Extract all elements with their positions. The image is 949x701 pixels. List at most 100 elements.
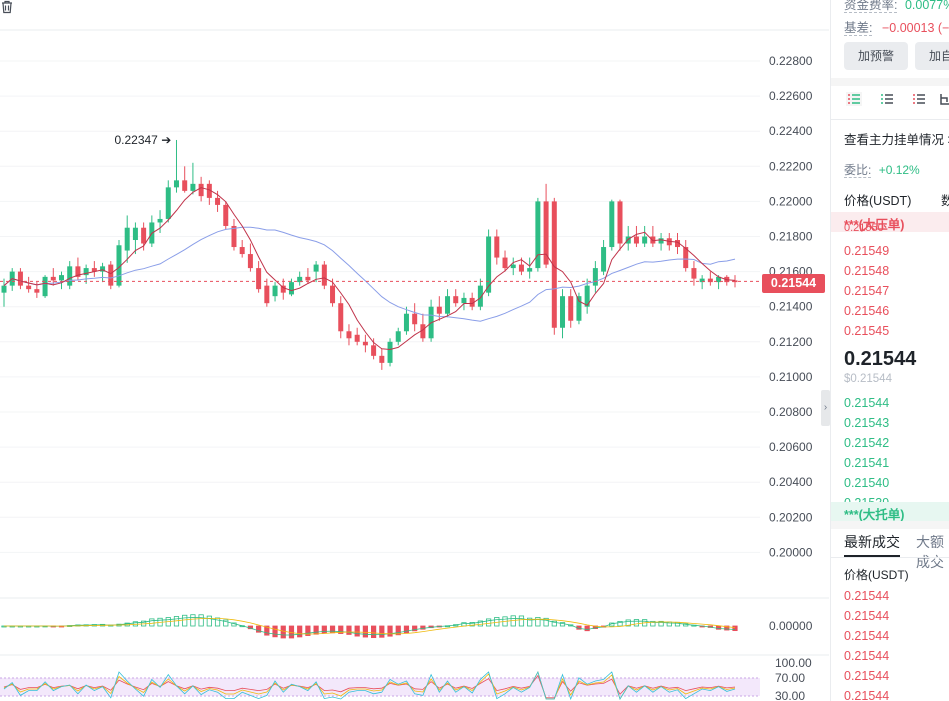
candle-body xyxy=(231,225,237,248)
bid-row[interactable]: 0.21539 xyxy=(844,496,890,504)
y-tick-label: 0.22200 xyxy=(769,159,813,173)
candle-body xyxy=(321,264,327,286)
rsi-line-2 xyxy=(3,670,736,700)
orderbook-asks-icon[interactable] xyxy=(911,92,927,106)
candle-body xyxy=(601,247,607,272)
price-header: 价格(USDT) xyxy=(844,194,912,208)
funding-rate-value: 0.0077% xyxy=(904,0,949,12)
y-tick-label: 0.22600 xyxy=(769,89,813,103)
chart-area[interactable]: 0.22800 0.22600 0.22400 0.22200 0.22000 0.218… xyxy=(0,0,830,701)
chevron-right-icon: › xyxy=(823,402,828,413)
rsi-tick-label: 100.00 xyxy=(775,656,812,670)
candle-body xyxy=(658,238,664,244)
trade-row: 0.21544 xyxy=(844,629,890,643)
candle-body xyxy=(165,187,171,219)
ask-row[interactable]: 0.21545 xyxy=(844,324,890,338)
macd-bar xyxy=(379,625,385,638)
bid-big-label: ***(大托单) xyxy=(844,508,905,522)
candle-body xyxy=(206,183,212,198)
candle-body xyxy=(108,264,114,286)
macd-bar xyxy=(412,625,418,632)
ask-depth-bar xyxy=(831,212,949,232)
macd-bar xyxy=(477,620,483,627)
candle-body xyxy=(543,201,549,265)
candle-body xyxy=(215,197,221,205)
orderbook-both-icon[interactable] xyxy=(846,92,862,106)
tab-underline xyxy=(844,555,900,557)
qty-header: 数量 xyxy=(941,190,949,209)
macd-bar xyxy=(387,625,393,637)
macd-bar xyxy=(650,620,656,627)
macd-bar xyxy=(535,616,541,627)
candle-body xyxy=(403,313,409,332)
macd-bar xyxy=(625,619,631,627)
candle-body xyxy=(247,254,253,269)
trash-icon[interactable] xyxy=(0,0,14,14)
candle-body xyxy=(116,245,122,286)
macd-bar xyxy=(297,625,303,638)
ask-row[interactable]: 0.21548 xyxy=(844,264,890,278)
macd-bar xyxy=(395,625,401,636)
bid-row[interactable]: 0.21543 xyxy=(844,416,890,430)
rsi-band xyxy=(0,678,760,696)
candle-body xyxy=(75,266,81,277)
whale-orders-link[interactable]: 查看主力挂单情况 > xyxy=(844,129,949,148)
macd-tick-label: 0.00000 xyxy=(769,619,813,633)
candle-body xyxy=(592,268,598,286)
add-favorite-button[interactable]: 加自选 xyxy=(915,42,949,70)
ask-row[interactable]: 0.21546 xyxy=(844,304,890,318)
candle-body xyxy=(141,227,147,244)
macd-bar xyxy=(354,625,360,637)
bid-row[interactable]: 0.21540 xyxy=(844,476,890,490)
bid-depth-bar xyxy=(831,502,949,522)
funding-rate-label: 资金费率: xyxy=(844,0,898,13)
bid-row[interactable]: 0.21542 xyxy=(844,436,890,450)
whale-orders-text: 查看主力挂单情况 xyxy=(844,133,945,147)
y-tick-label: 0.21000 xyxy=(769,370,813,384)
macd-bar xyxy=(313,625,319,635)
candle-body xyxy=(50,276,56,281)
macd-bar xyxy=(206,615,212,627)
candle-body xyxy=(568,296,574,321)
macd-bar xyxy=(485,618,492,627)
current-price-tag: 0.21544 xyxy=(762,274,825,293)
orderbook-bids-icon[interactable] xyxy=(879,92,895,106)
macd-bar xyxy=(223,619,229,627)
candle-body xyxy=(17,271,23,286)
bid-row[interactable]: 0.21544 xyxy=(844,396,890,410)
candle-body xyxy=(239,247,245,255)
collapse-panel-button[interactable]: › xyxy=(821,390,830,426)
candle-body xyxy=(26,285,32,290)
tab-latest-trades[interactable]: 最新成交 xyxy=(844,534,900,550)
ask-row[interactable]: 0.21550 xyxy=(844,222,884,231)
ask-row[interactable]: 0.21547 xyxy=(844,284,890,298)
orderbook-depth-icon[interactable] xyxy=(939,92,949,106)
candlestick-chart[interactable]: 0.22800 0.22600 0.22400 0.22200 0.22000 0.218… xyxy=(0,0,829,701)
orderbook-panel: 资金费率: 0.0077% 基差: −0.00013 (−0.06%) 加预警 … xyxy=(830,0,949,701)
candle-body xyxy=(707,278,713,283)
mid-price-usd: $0.21544 xyxy=(844,373,892,385)
macd-bar xyxy=(329,625,336,634)
candle-body xyxy=(584,285,590,307)
candle-body xyxy=(288,282,294,295)
trade-row: 0.21544 xyxy=(844,649,890,663)
candle-body xyxy=(124,227,130,251)
candle-body xyxy=(642,236,648,244)
candle-body xyxy=(346,331,352,339)
candle-body xyxy=(395,331,401,342)
rsi-tick-label: 70.00 xyxy=(775,671,805,685)
macd-bar xyxy=(724,625,730,631)
macd-dea-line xyxy=(4,618,736,635)
tab-large-trades[interactable]: 大额成交 xyxy=(916,534,944,570)
candle-body xyxy=(198,183,204,197)
bid-row[interactable]: 0.21541 xyxy=(844,456,890,470)
ask-row[interactable]: 0.21549 xyxy=(844,244,890,258)
candle-body xyxy=(469,297,475,307)
add-alert-button[interactable]: 加预警 xyxy=(844,42,908,70)
basis-row: 基差: −0.00013 (−0.06%) xyxy=(844,17,949,36)
ratio-label: 委比: xyxy=(844,163,872,178)
candle-body xyxy=(477,285,483,307)
ask-big-label: ***(大压单) xyxy=(844,218,905,232)
candle-body xyxy=(560,296,566,328)
basis-value: −0.00013 (−0.06%) xyxy=(881,21,949,35)
